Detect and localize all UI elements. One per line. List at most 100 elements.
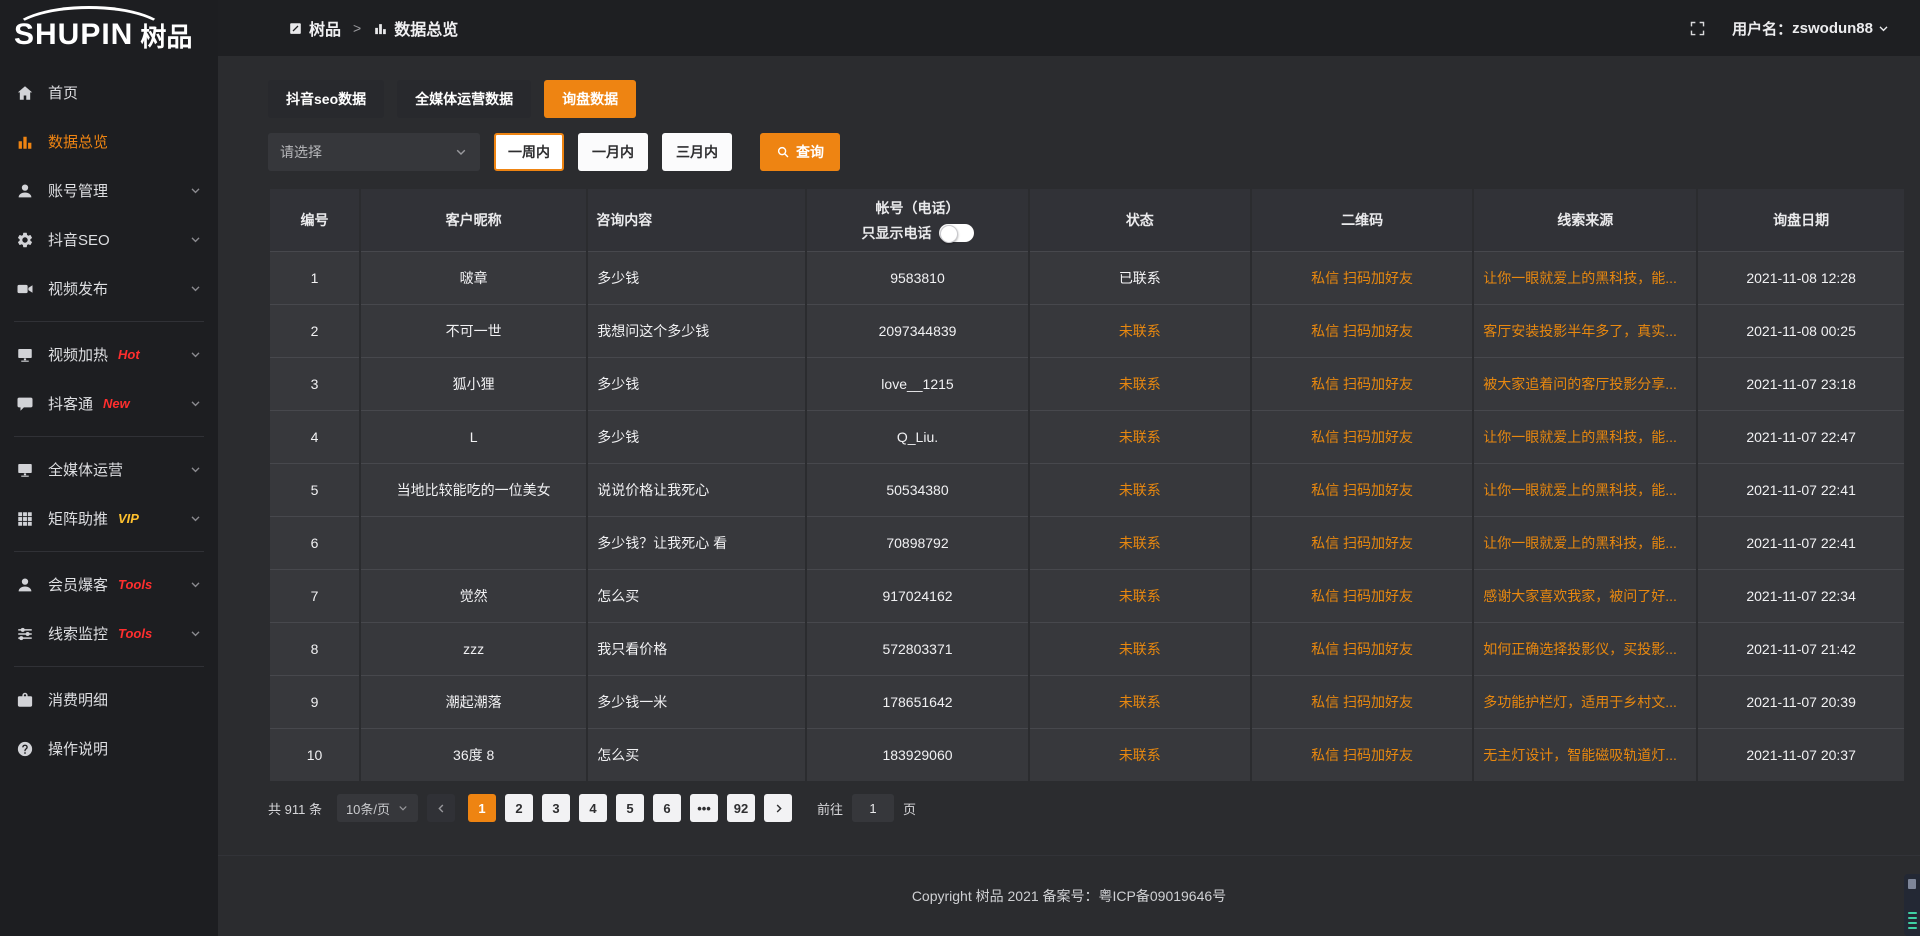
sidebar-divider xyxy=(14,321,204,322)
source-link[interactable]: 无主灯设计，智能磁吸轨道灯... xyxy=(1483,747,1677,763)
qr-link[interactable]: 私信 扫码加好友 xyxy=(1311,535,1414,551)
sidebar-item-media-operation[interactable]: 全媒体运营 xyxy=(0,445,218,494)
cell-source: 客厅安装投影半年多了，真实... xyxy=(1474,304,1697,357)
page-button-3[interactable]: 3 xyxy=(542,794,571,822)
page-button-4[interactable]: 4 xyxy=(579,794,608,822)
qr-link[interactable]: 私信 扫码加好友 xyxy=(1311,429,1414,445)
range-button-一周内[interactable]: 一周内 xyxy=(494,133,564,171)
sidebar-item-label: 会员爆客 xyxy=(48,577,109,594)
range-button-一月内[interactable]: 一月内 xyxy=(578,133,648,171)
page-button-6[interactable]: 6 xyxy=(653,794,682,822)
qr-link[interactable]: 私信 扫码加好友 xyxy=(1311,376,1414,392)
cell-date: 2021-11-07 22:34 xyxy=(1698,569,1904,622)
qr-link[interactable]: 私信 扫码加好友 xyxy=(1311,641,1414,657)
cell-date: 2021-11-08 00:25 xyxy=(1698,304,1904,357)
page-buttons: 1 2 3 4 5 6 ••• 92 xyxy=(468,794,756,822)
header-date: 询盘日期 xyxy=(1698,189,1904,251)
source-link[interactable]: 如何正确选择投影仪，买投影... xyxy=(1483,641,1677,657)
sidebar-item-label: 抖客通 xyxy=(48,396,94,413)
tab-抖音seo数据[interactable]: 抖音seo数据 xyxy=(268,80,385,118)
breadcrumb-root[interactable]: 树品 xyxy=(309,22,342,39)
cell-status: 未联系 xyxy=(1029,463,1250,516)
qr-link[interactable]: 私信 扫码加好友 xyxy=(1311,270,1414,286)
bar-chart-icon xyxy=(373,21,388,36)
chevron-right-icon xyxy=(772,802,785,815)
cell-qrcode: 私信 扫码加好友 xyxy=(1251,463,1473,516)
page-button-1[interactable]: 1 xyxy=(468,794,497,822)
source-link[interactable]: 让你一眼就爱上的黑科技，能... xyxy=(1483,482,1677,498)
source-link[interactable]: 客厅安装投影半年多了，真实... xyxy=(1483,323,1677,339)
goto-page: 前往 页 xyxy=(817,794,916,822)
header-source: 线索来源 xyxy=(1474,189,1697,251)
source-link[interactable]: 让你一眼就爱上的黑科技，能... xyxy=(1483,270,1677,286)
range-button-三月内[interactable]: 三月内 xyxy=(662,133,732,171)
cell-source: 多功能护栏灯，适用于乡村文... xyxy=(1474,675,1697,728)
prev-page-button[interactable] xyxy=(427,794,456,822)
sidebar-item-operation-guide[interactable]: 操作说明 xyxy=(0,724,218,773)
page-button-5[interactable]: 5 xyxy=(616,794,645,822)
sidebar-item-member-baoke[interactable]: 会员爆客 Tools xyxy=(0,560,218,609)
cell-content: 怎么买 xyxy=(588,728,806,781)
page-button-92[interactable]: 92 xyxy=(727,794,756,822)
cell-account: 50534380 xyxy=(807,463,1028,516)
cell-source: 感谢大家喜欢我家，被问了好... xyxy=(1474,569,1697,622)
floating-widget[interactable] xyxy=(1904,874,1920,936)
user-menu[interactable]: 用户名： zswodun88 xyxy=(1732,18,1890,39)
cell-number: 6 xyxy=(270,516,360,569)
source-link[interactable]: 让你一眼就爱上的黑科技，能... xyxy=(1483,429,1677,445)
qr-link[interactable]: 私信 扫码加好友 xyxy=(1311,694,1414,710)
cell-nickname xyxy=(361,516,587,569)
source-link[interactable]: 被大家追着问的客厅投影分享... xyxy=(1483,376,1677,392)
sidebar-item-douyin-seo[interactable]: 抖音SEO xyxy=(0,215,218,264)
source-link[interactable]: 多功能护栏灯，适用于乡村文... xyxy=(1483,694,1677,710)
cell-content: 多少钱一米 xyxy=(588,675,806,728)
app-logo[interactable]: SHUPIN 树品 xyxy=(0,0,218,56)
qr-link[interactable]: 私信 扫码加好友 xyxy=(1311,588,1414,604)
search-button[interactable]: 查询 xyxy=(760,133,840,171)
breadcrumb-current: 数据总览 xyxy=(394,22,459,39)
cell-date: 2021-11-07 20:39 xyxy=(1698,675,1904,728)
widget-handle xyxy=(1908,879,1916,889)
goto-suffix: 页 xyxy=(903,801,917,817)
footer: Copyright 树品 2021 备案号：粤ICP备09019646号 xyxy=(218,855,1920,936)
chevron-down-icon xyxy=(189,282,202,295)
sidebar-item-home[interactable]: 首页 xyxy=(0,68,218,117)
fullscreen-icon[interactable] xyxy=(1689,20,1706,37)
sidebar-item-video-publish[interactable]: 视频发布 xyxy=(0,264,218,313)
sidebar-item-account-manage[interactable]: 账号管理 xyxy=(0,166,218,215)
qr-link[interactable]: 私信 扫码加好友 xyxy=(1311,482,1414,498)
sidebar-divider xyxy=(14,666,204,667)
source-link[interactable]: 让你一眼就爱上的黑科技，能... xyxy=(1483,535,1677,551)
cell-status: 未联系 xyxy=(1029,516,1250,569)
account-select[interactable]: 请选择 xyxy=(268,133,480,171)
page-ellipsis-button[interactable]: ••• xyxy=(690,794,719,822)
cell-account: 183929060 xyxy=(807,728,1028,781)
sidebar-item-badge: Tools xyxy=(118,626,153,641)
cell-source: 无主灯设计，智能磁吸轨道灯... xyxy=(1474,728,1697,781)
page-button-2[interactable]: 2 xyxy=(505,794,534,822)
cell-number: 8 xyxy=(270,622,360,675)
phone-only-toggle[interactable] xyxy=(938,223,974,243)
cell-status: 未联系 xyxy=(1029,675,1250,728)
sidebar-item-expense-detail[interactable]: 消费明细 xyxy=(0,675,218,724)
sidebar-item-video-heat[interactable]: 视频加热 Hot xyxy=(0,330,218,379)
date-range-group: 一周内 一月内 三月内 xyxy=(480,133,732,171)
goto-page-input[interactable] xyxy=(852,794,895,822)
qr-link[interactable]: 私信 扫码加好友 xyxy=(1311,323,1414,339)
tab-询盘数据[interactable]: 询盘数据 xyxy=(544,80,637,118)
page-size-select[interactable]: 10条/页 xyxy=(336,794,419,822)
tab-全媒体运营数据[interactable]: 全媒体运营数据 xyxy=(397,80,532,118)
sidebar-item-matrix-boost[interactable]: 矩阵助推 VIP xyxy=(0,494,218,543)
user-icon xyxy=(16,182,34,200)
source-link[interactable]: 感谢大家喜欢我家，被问了好... xyxy=(1483,588,1677,604)
cell-date: 2021-11-07 22:47 xyxy=(1698,410,1904,463)
data-tabs: 抖音seo数据 全媒体运营数据 询盘数据 xyxy=(268,80,1906,118)
sidebar-item-douketong[interactable]: 抖客通 New xyxy=(0,379,218,428)
table-row: 9 潮起潮落 多少钱一米 178651642 未联系 私信 扫码加好友 多功能护栏灯，适用于… xyxy=(270,675,1904,728)
qr-link[interactable]: 私信 扫码加好友 xyxy=(1311,747,1414,763)
cell-nickname: 36度 8 xyxy=(361,728,587,781)
sidebar-item-clue-monitor[interactable]: 线索监控 Tools xyxy=(0,609,218,658)
next-page-button[interactable] xyxy=(764,794,793,822)
sidebar-item-data-overview[interactable]: 数据总览 xyxy=(0,117,218,166)
cell-number: 10 xyxy=(270,728,360,781)
